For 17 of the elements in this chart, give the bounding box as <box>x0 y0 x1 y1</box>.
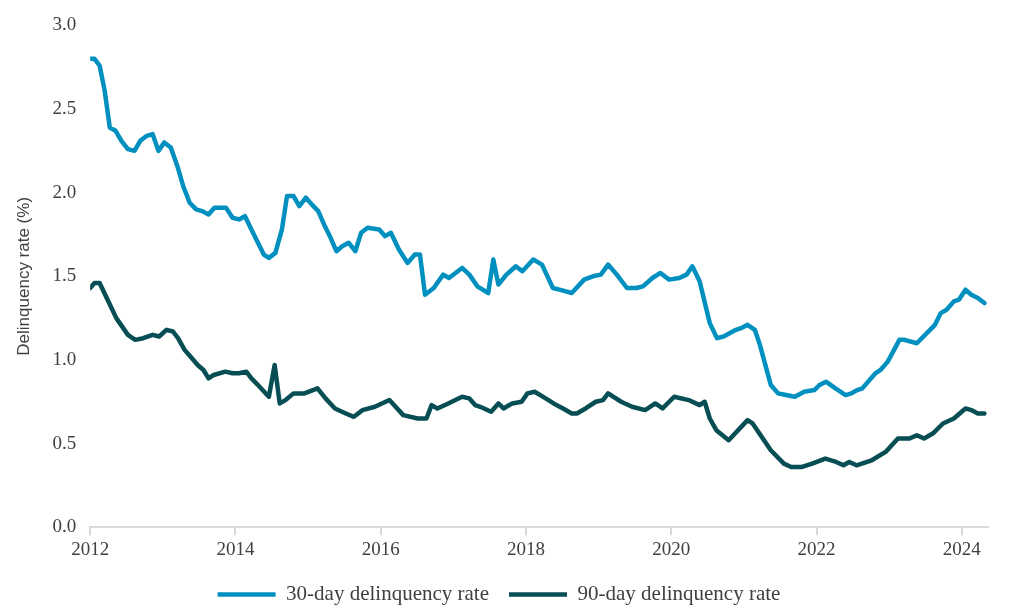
y-tick-label: 0.5 <box>52 431 77 453</box>
x-tick-label: 2012 <box>71 537 110 559</box>
legend-label: 30-day delinquency rate <box>286 581 490 606</box>
y-tick-label: 2.5 <box>52 97 77 119</box>
y-tick-label: 1.5 <box>52 264 77 286</box>
y-tick-label: 0.0 <box>52 515 77 537</box>
x-tick-label: 2020 <box>652 537 691 559</box>
x-tick-label: 2016 <box>361 537 400 559</box>
x-tick-label: 2018 <box>507 537 545 559</box>
x-tick-label: 2014 <box>216 537 255 559</box>
y-tick-label: 2.0 <box>52 180 77 202</box>
x-tick-label: 2022 <box>797 537 836 559</box>
legend-label: 90-day delinquency rate <box>577 581 781 606</box>
y-tick-label: 3.0 <box>52 13 77 35</box>
y-tick-label: 1.0 <box>52 347 77 369</box>
x-tick-label: 2024 <box>942 537 982 559</box>
y-axis-title: Delinquency rate (%) <box>13 196 33 356</box>
